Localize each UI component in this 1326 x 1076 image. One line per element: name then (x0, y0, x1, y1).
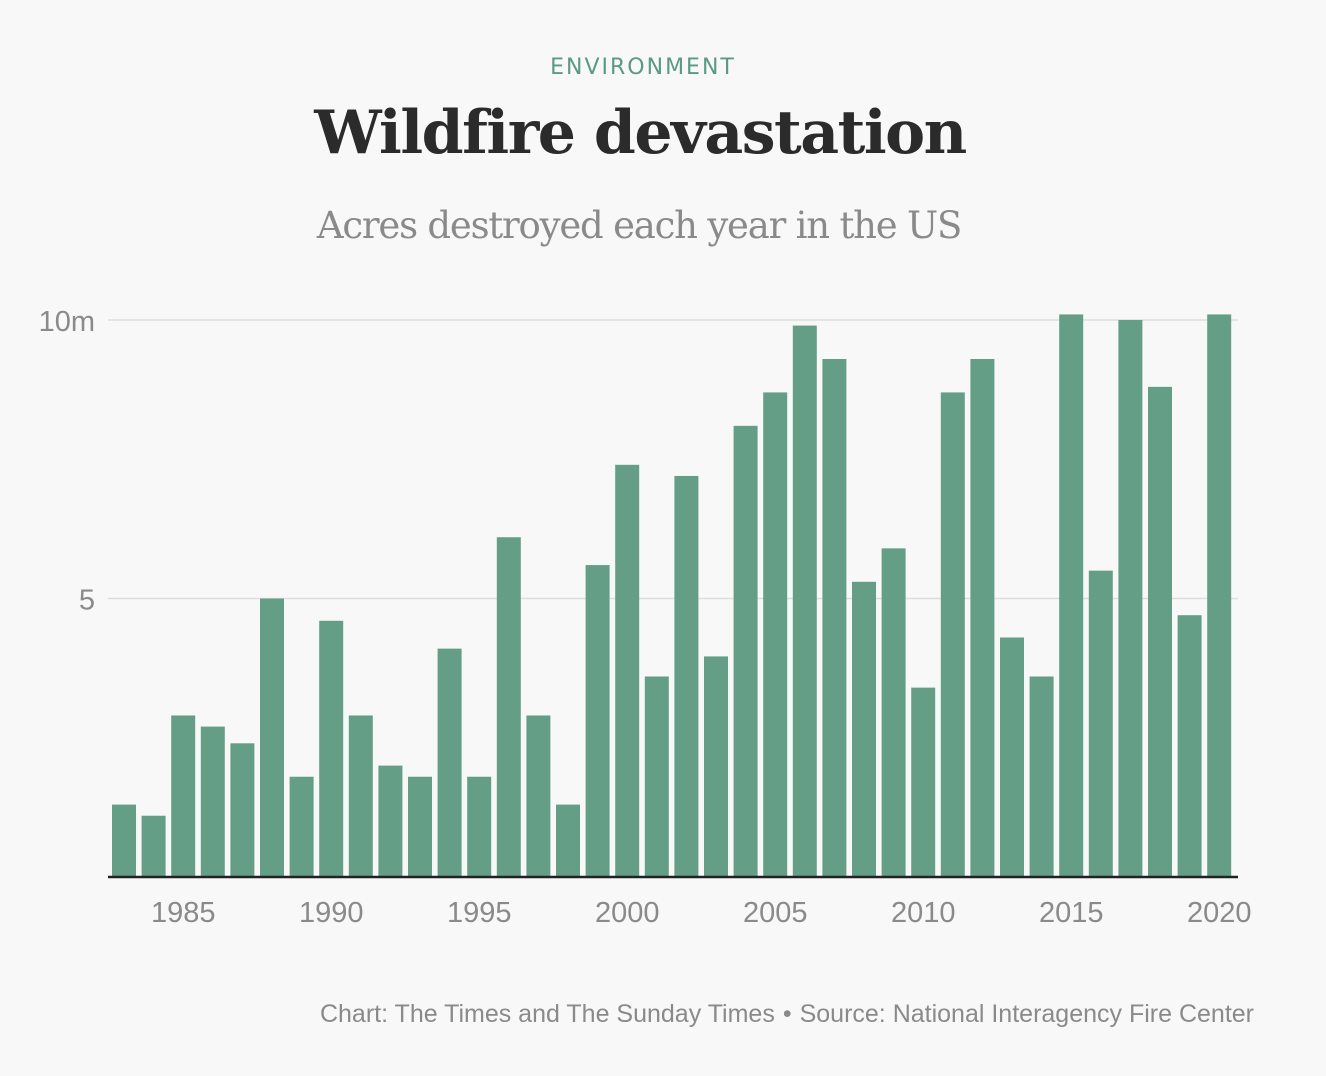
bar-1989 (289, 776, 314, 877)
bar-chart: 5 10m 1985 1990 1995 2000 2005 2010 2015 2020 (39, 306, 1252, 929)
bar-1999 (585, 565, 610, 877)
bar-2019 (1177, 615, 1202, 877)
bar-1996 (496, 537, 521, 877)
bar-2004 (733, 425, 758, 877)
section-kicker: ENVIRONMENT (550, 55, 736, 80)
x-tick-label: 2015 (1039, 897, 1104, 929)
x-tick-label: 2000 (595, 897, 660, 929)
bar-2020 (1207, 314, 1232, 877)
bar-2015 (1059, 314, 1084, 877)
bar-2018 (1148, 386, 1172, 877)
bar-2000 (615, 464, 640, 877)
chart-title: Wildfire devastation (314, 98, 967, 168)
chart-subtitle: Acres destroyed each year in the US (316, 204, 963, 247)
bar-1984 (141, 815, 166, 877)
bar-2017 (1118, 320, 1143, 877)
bar-1986 (200, 726, 225, 877)
bar-1997 (526, 715, 551, 877)
x-tick-label: 2005 (743, 897, 808, 929)
x-tick-label: 2010 (891, 897, 956, 929)
footer-separator: • (782, 1000, 792, 1028)
bar-2011 (940, 392, 965, 877)
x-tick-label: 1990 (299, 897, 364, 929)
chart-footer: Chart: The Times and The Sunday Times • So… (320, 1000, 1254, 1029)
bar-1994 (437, 648, 462, 877)
y-tick-label: 5 (79, 585, 95, 617)
chart-source: Source: National Interagency Fire Center (799, 1000, 1254, 1028)
bar-1988 (260, 598, 284, 877)
bar-1990 (319, 620, 344, 877)
bar-2006 (792, 325, 817, 877)
bar-2008 (852, 581, 876, 877)
bar-1995 (467, 776, 492, 877)
x-tick-label: 2020 (1187, 897, 1252, 929)
y-tick-label: 10m (39, 306, 95, 338)
bar-1985 (171, 715, 196, 877)
bar-2012 (970, 358, 995, 877)
bar-2014 (1029, 676, 1054, 877)
chart-credit: Chart: The Times and The Sunday Times (319, 1000, 775, 1028)
bar-1992 (378, 765, 403, 877)
bar-1991 (348, 715, 373, 877)
bar-2013 (1000, 637, 1024, 877)
x-tick-label: 1985 (151, 897, 216, 929)
bar-2002 (674, 475, 699, 877)
bar-2009 (881, 548, 906, 877)
bar-1993 (408, 776, 432, 877)
bar-2005 (763, 392, 788, 877)
x-tick-label: 1995 (447, 897, 512, 929)
bar-2010 (911, 687, 936, 877)
bar-2016 (1088, 570, 1113, 877)
bar-2007 (822, 358, 847, 877)
bar-2001 (644, 676, 669, 877)
bar-2003 (704, 656, 728, 877)
bar-1983 (112, 804, 136, 877)
bar-1998 (556, 804, 580, 877)
bar-1987 (230, 743, 255, 877)
